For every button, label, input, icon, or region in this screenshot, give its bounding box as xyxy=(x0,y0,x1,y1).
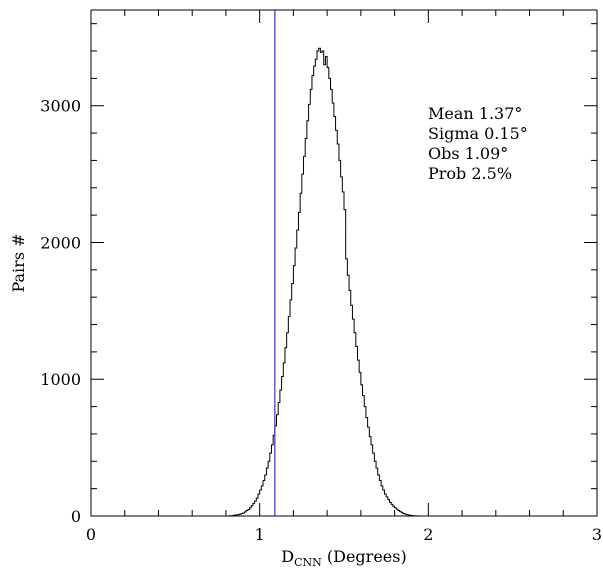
histogram-series xyxy=(225,47,420,517)
annotation-prob: Prob 2.5% xyxy=(428,164,512,183)
annotation-sigma: Sigma 0.15° xyxy=(428,124,528,143)
annotation-obs: Obs 1.09° xyxy=(428,144,508,163)
y-tick-label: 3000 xyxy=(40,97,81,116)
x-axis-title-suffix: (Degrees) xyxy=(322,547,407,566)
plot-frame xyxy=(90,9,598,517)
annotation-mean: Mean 1.37° xyxy=(428,104,522,123)
x-axis-title-subscript: CNN xyxy=(294,556,322,569)
y-tick-labels: 0 1000 2000 3000 xyxy=(40,97,81,526)
y-tick-label: 2000 xyxy=(40,233,81,252)
y-tick-label: 0 xyxy=(71,507,81,526)
x-tick-label: 3 xyxy=(592,525,602,544)
x-tick-label: 0 xyxy=(86,525,96,544)
tick-marks xyxy=(90,10,598,517)
x-axis-title-main: D xyxy=(281,547,294,566)
x-tick-label: 2 xyxy=(423,525,433,544)
x-tick-labels: 0 1 2 3 xyxy=(86,525,602,544)
x-axis-title: DCNN (Degrees) xyxy=(281,547,406,569)
y-axis-title: Pairs # xyxy=(9,233,28,292)
stats-annotation: Mean 1.37° Sigma 0.15° Obs 1.09° Prob 2.… xyxy=(428,104,528,183)
y-tick-label: 1000 xyxy=(40,370,81,389)
x-tick-label: 1 xyxy=(255,525,265,544)
